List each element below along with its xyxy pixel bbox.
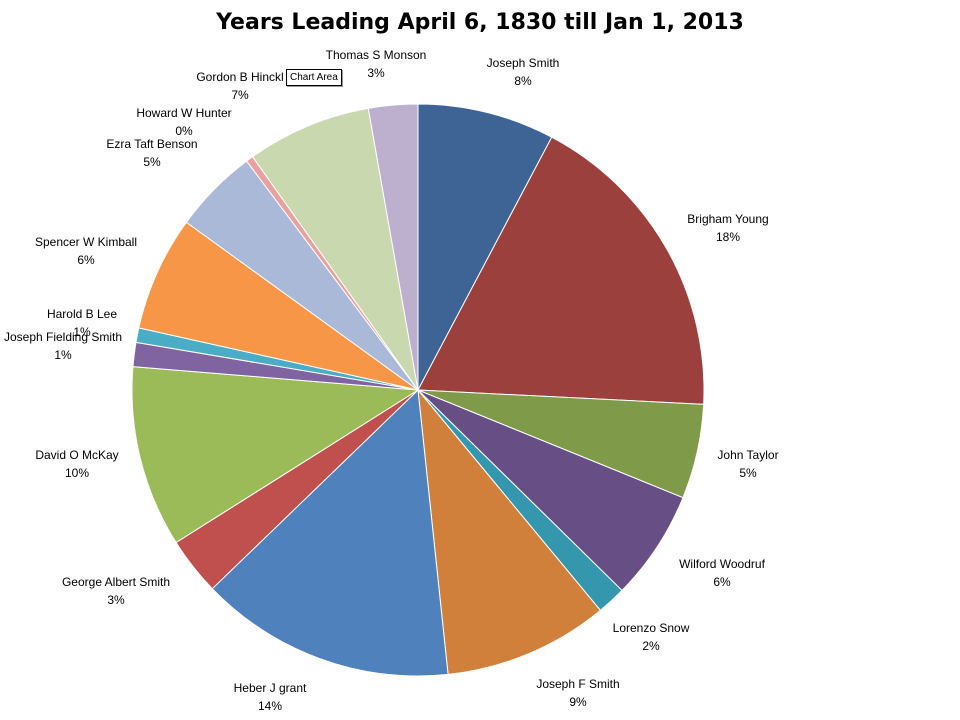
slice-label-name: Harold B Lee [47, 307, 117, 321]
slice-label-name: Gordon B Hinckl [196, 70, 283, 84]
slice-label-percent: 14% [258, 699, 282, 713]
slice-label-name: Joseph Fielding Smith [4, 330, 122, 344]
slice-label-percent: 6% [713, 575, 731, 589]
slice-label-percent: 3% [107, 593, 125, 607]
slice-label-name: John Taylor [717, 448, 778, 462]
pie-slice-spencer-w-kimball[interactable] [138, 221, 419, 391]
slice-label-percent: 1% [73, 325, 91, 339]
slice-label-percent: 0% [175, 124, 193, 138]
slice-label: Spencer W Kimball 6% [35, 235, 137, 267]
slice-label: Lorenzo Snow 2% [613, 621, 690, 653]
slice-label-name: Heber J grant [234, 681, 307, 695]
slice-label-percent: 8% [514, 74, 532, 88]
slice-label-percent: 6% [77, 253, 95, 267]
slice-label-name: Spencer W Kimball [35, 235, 137, 249]
pie-labels: Joseph Smith 8% Brigham Young 18% John Taylo… [4, 48, 779, 713]
pie-slice-david-o-mckay[interactable] [131, 366, 420, 544]
pie-slice-joseph-smith[interactable] [417, 103, 553, 391]
slice-label: Heber J grant 14% [234, 681, 307, 713]
slice-label-name: George Albert Smith [62, 575, 170, 589]
slice-label-name: Joseph Smith [487, 56, 560, 70]
slice-label: David O McKay 10% [35, 448, 118, 480]
slice-label: Joseph Smith 8% [487, 56, 560, 88]
slice-label: John Taylor 5% [717, 448, 778, 480]
slice-label-name: Ezra Taft Benson [106, 137, 197, 151]
slice-label-percent: 10% [65, 466, 89, 480]
chart-title: Years Leading April 6, 1830 till Jan 1, … [216, 10, 744, 35]
slice-label-name: Joseph F Smith [536, 677, 619, 691]
slice-label-name: Lorenzo Snow [613, 621, 690, 635]
pie-slice-heber-j-grant[interactable] [211, 388, 449, 677]
pie-slice-brigham-young[interactable] [417, 136, 705, 405]
slice-label-percent: 5% [739, 466, 757, 480]
slice-label: Ezra Taft Benson 5% [106, 137, 197, 169]
slice-label-name: Wilford Woodruf [679, 557, 765, 571]
slice-label-percent: 1% [54, 348, 72, 362]
slice-label: Brigham Young 18% [687, 212, 768, 244]
slice-label-percent: 9% [569, 695, 587, 709]
slice-label-percent: 3% [367, 66, 385, 80]
pie-slice-gordon-b-hinckl[interactable] [251, 107, 419, 391]
slice-label-percent: 18% [716, 230, 740, 244]
slice-label: Gordon B Hinckl 7% [196, 70, 283, 102]
chart-area-tooltip: Chart Area [286, 69, 342, 86]
slice-label-percent: 2% [642, 639, 660, 653]
slice-label-percent: 7% [231, 88, 249, 102]
pie-slice-joseph-f-smith[interactable] [417, 388, 602, 675]
slice-label-percent: 5% [143, 155, 161, 169]
slice-label: Howard W Hunter 0% [136, 106, 231, 138]
slice-label-name: Brigham Young [687, 212, 768, 226]
slice-label-name: David O McKay [35, 448, 118, 462]
pie-slice-thomas-s-monson[interactable] [367, 103, 419, 391]
slice-label: Joseph F Smith 9% [536, 677, 619, 709]
slice-label: Harold B Lee 1% [47, 307, 117, 339]
slice-label: George Albert Smith 3% [62, 575, 170, 607]
slice-label: Thomas S Monson 3% [326, 48, 427, 80]
slice-label-name: Howard W Hunter [136, 106, 231, 120]
slice-label-name: Thomas S Monson [326, 48, 427, 62]
slice-label: Wilford Woodruf 6% [679, 557, 765, 589]
pie-slices [131, 103, 705, 677]
slice-label: Joseph Fielding Smith 1% [4, 330, 122, 362]
